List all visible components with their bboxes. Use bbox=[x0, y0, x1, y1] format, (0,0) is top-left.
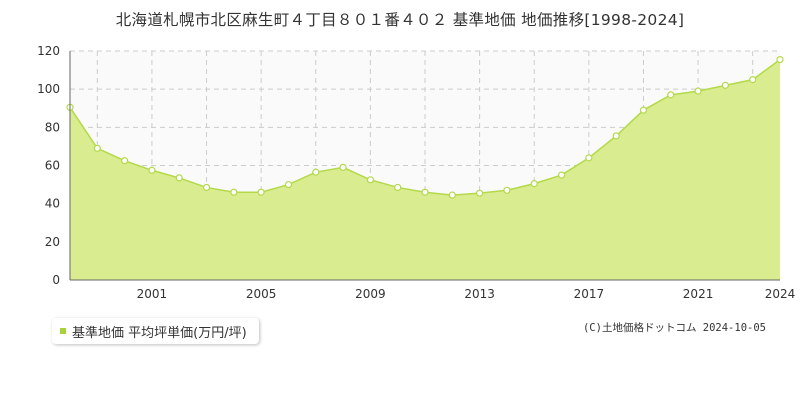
legend-label: 基準地価 平均坪単価(万円/坪) bbox=[72, 325, 247, 341]
x-tick-label: 2017 bbox=[574, 287, 605, 301]
data-point bbox=[93, 144, 101, 152]
y-tick-label: 60 bbox=[45, 159, 60, 173]
data-point bbox=[394, 183, 402, 192]
data-point bbox=[721, 81, 729, 89]
y-tick-label: 100 bbox=[37, 82, 60, 96]
legend: 基準地価 平均坪単価(万円/坪) bbox=[52, 318, 259, 344]
x-tick-label: 2021 bbox=[683, 287, 714, 301]
x-tick-label: 2001 bbox=[137, 287, 168, 301]
legend-marker bbox=[60, 328, 66, 334]
x-tick-label: 2024 bbox=[765, 287, 796, 301]
data-point bbox=[339, 163, 347, 172]
data-point bbox=[557, 171, 566, 179]
data-point bbox=[148, 166, 156, 174]
chart-title: 北海道札幌市北区麻生町４丁目８０１番４０２ 基準地価 地価推移[1998-202… bbox=[115, 11, 685, 29]
data-point bbox=[612, 132, 620, 140]
y-tick-label: 20 bbox=[45, 235, 60, 249]
series-area bbox=[70, 59, 780, 281]
y-tick-label: 0 bbox=[52, 273, 60, 287]
data-point bbox=[694, 87, 702, 95]
data-point bbox=[175, 174, 183, 182]
y-tick-label: 40 bbox=[45, 197, 60, 211]
y-tick-label: 120 bbox=[37, 44, 60, 58]
data-point bbox=[312, 168, 320, 176]
data-point bbox=[366, 176, 374, 184]
data-point bbox=[284, 180, 293, 189]
data-point bbox=[776, 55, 784, 64]
data-point bbox=[476, 189, 484, 197]
data-point bbox=[585, 154, 593, 162]
data-point bbox=[421, 188, 429, 196]
data-point bbox=[639, 106, 648, 114]
data-point bbox=[121, 157, 129, 165]
data-point bbox=[503, 186, 511, 194]
data-point bbox=[257, 188, 265, 196]
data-point bbox=[202, 183, 211, 192]
x-tick-label: 2009 bbox=[355, 287, 386, 301]
data-point bbox=[749, 76, 757, 84]
data-point bbox=[448, 191, 456, 199]
data-point bbox=[667, 91, 675, 99]
x-tick-label: 2005 bbox=[246, 287, 277, 301]
data-point bbox=[530, 180, 538, 188]
copyright-text: (C)土地価格ドットコム 2024-10-05 bbox=[582, 322, 766, 334]
y-tick-label: 80 bbox=[45, 120, 60, 134]
x-tick-label: 2013 bbox=[464, 287, 495, 301]
data-point bbox=[230, 188, 238, 196]
